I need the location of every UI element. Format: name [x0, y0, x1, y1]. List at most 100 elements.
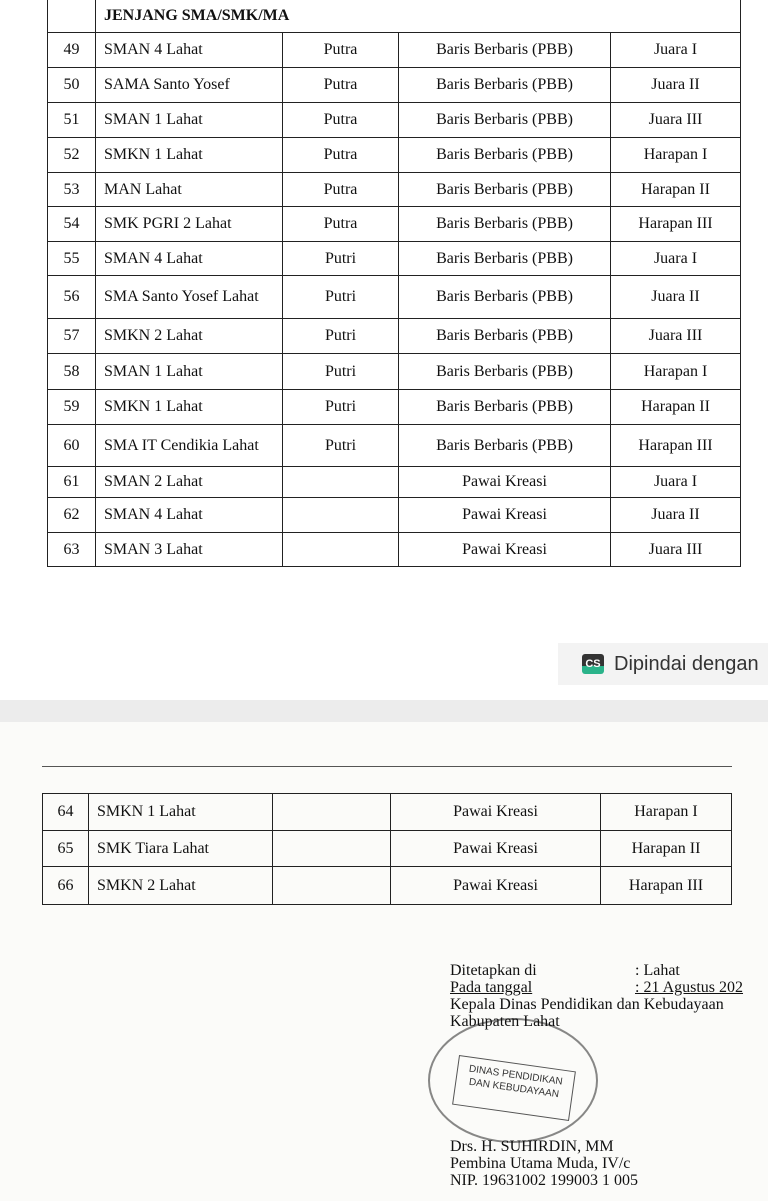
- competition: Baris Berbaris (PBB): [398, 389, 611, 425]
- rank: Harapan I: [600, 793, 732, 831]
- row-number: 56: [47, 275, 96, 319]
- row-number: 49: [47, 32, 96, 68]
- rank: Juara III: [609, 532, 742, 567]
- row-number: 63: [47, 532, 96, 567]
- rank: Harapan III: [600, 866, 732, 905]
- school-name: SMKN 2 Lahat: [95, 318, 283, 354]
- table-row: 64 SMKN 1 Lahat Pawai Kreasi Harapan I: [42, 793, 732, 831]
- competition: Baris Berbaris (PBB): [398, 32, 611, 68]
- results-table-1: JENJANG SMA/SMK/MA 49 SMAN 4 Lahat Putra Ba…: [47, 0, 742, 567]
- row-number: 62: [47, 497, 96, 533]
- competition: Baris Berbaris (PBB): [398, 67, 611, 103]
- rank: Juara III: [609, 318, 742, 354]
- table-row: 55 SMAN 4 Lahat Putri Baris Berbaris (PBB) J…: [47, 241, 742, 276]
- category: Putra: [282, 206, 399, 242]
- row-number: 54: [47, 206, 96, 242]
- competition: Baris Berbaris (PBB): [398, 206, 611, 242]
- row-number: 65: [42, 830, 89, 867]
- competition: Baris Berbaris (PBB): [398, 102, 611, 138]
- divider: [42, 766, 732, 767]
- competition: Pawai Kreasi: [390, 830, 601, 867]
- table-row: 56 SMA Santo Yosef Lahat Putri Baris Berbar…: [47, 275, 742, 319]
- rank: Juara I: [609, 241, 742, 276]
- rank: Harapan III: [609, 424, 742, 467]
- school-name: SMKN 1 Lahat: [95, 389, 283, 425]
- competition: Pawai Kreasi: [398, 466, 611, 498]
- rank: Harapan I: [609, 353, 742, 390]
- scanner-badge: CS Dipindai dengan: [558, 643, 768, 685]
- category: Putri: [282, 353, 399, 390]
- category: Putra: [282, 67, 399, 103]
- table-row: 58 SMAN 1 Lahat Putri Baris Berbaris (PBB) H…: [47, 353, 742, 390]
- rank: Juara I: [609, 32, 742, 68]
- rank: Juara III: [609, 102, 742, 138]
- table-row: 66 SMKN 2 Lahat Pawai Kreasi Harapan III: [42, 866, 732, 905]
- official-stamp: [428, 1018, 598, 1143]
- school-name: MAN Lahat: [95, 172, 283, 207]
- category: Putra: [282, 137, 399, 173]
- competition: Pawai Kreasi: [398, 532, 611, 567]
- competition: Baris Berbaris (PBB): [398, 137, 611, 173]
- table-row: 50 SAMA Santo Yosef Putra Baris Berbaris (P…: [47, 67, 742, 103]
- rank: Harapan II: [600, 830, 732, 867]
- table-row: 52 SMKN 1 Lahat Putra Baris Berbaris (PBB) H…: [47, 137, 742, 173]
- competition: Baris Berbaris (PBB): [398, 353, 611, 390]
- school-name: SMAN 4 Lahat: [95, 32, 283, 68]
- row-number: 52: [47, 137, 96, 173]
- competition: Baris Berbaris (PBB): [398, 172, 611, 207]
- competition: Baris Berbaris (PBB): [398, 318, 611, 354]
- school-name: SMK PGRI 2 Lahat: [95, 206, 283, 242]
- category: Putri: [282, 275, 399, 319]
- table-row: 62 SMAN 4 Lahat Pawai Kreasi Juara II: [47, 497, 742, 533]
- table-row: 51 SMAN 1 Lahat Putra Baris Berbaris (PBB) J…: [47, 102, 742, 138]
- competition: Baris Berbaris (PBB): [398, 424, 611, 467]
- category: [282, 466, 399, 498]
- school-name: SMAN 1 Lahat: [95, 353, 283, 390]
- page-gap: [0, 700, 768, 722]
- school-name: SMAN 4 Lahat: [95, 241, 283, 276]
- rank: Harapan II: [609, 172, 742, 207]
- category: Putra: [282, 172, 399, 207]
- row-number: 55: [47, 241, 96, 276]
- category: Putri: [282, 389, 399, 425]
- school-name: SMAN 3 Lahat: [95, 532, 283, 567]
- rank: Juara II: [609, 67, 742, 103]
- table-row: 49 SMAN 4 Lahat Putra Baris Berbaris (PBB) J…: [47, 32, 742, 68]
- competition: Baris Berbaris (PBB): [398, 241, 611, 276]
- table-row: 60 SMA IT Cendikia Lahat Putri Baris Berbar…: [47, 424, 742, 467]
- table-row: 57 SMKN 2 Lahat Putri Baris Berbaris (PBB) J…: [47, 318, 742, 354]
- category: [272, 793, 391, 831]
- row-number: 58: [47, 353, 96, 390]
- rank: Juara I: [609, 466, 742, 498]
- school-name: SMKN 2 Lahat: [88, 866, 273, 905]
- rank: Harapan I: [609, 137, 742, 173]
- row-number: 57: [47, 318, 96, 354]
- school-name: SMAN 4 Lahat: [95, 497, 283, 533]
- category: Putri: [282, 424, 399, 467]
- school-name: SMA IT Cendikia Lahat: [95, 424, 283, 467]
- table-row: 61 SMAN 2 Lahat Pawai Kreasi Juara I: [47, 466, 742, 498]
- school-name: SMKN 1 Lahat: [88, 793, 273, 831]
- school-name: SMA Santo Yosef Lahat: [95, 275, 283, 319]
- table-row: 65 SMK Tiara Lahat Pawai Kreasi Harapan II: [42, 830, 732, 867]
- category: Putri: [282, 318, 399, 354]
- competition: Pawai Kreasi: [390, 866, 601, 905]
- category: [282, 497, 399, 533]
- signature-block: Ditetapkan di: Lahat Pada tanggal: 21 Ag…: [450, 962, 744, 1189]
- section-header: JENJANG SMA/SMK/MA: [94, 0, 742, 33]
- category: Putra: [282, 32, 399, 68]
- row-number: 61: [47, 466, 96, 498]
- category: [272, 866, 391, 905]
- row-number: 51: [47, 102, 96, 138]
- rank: Harapan II: [609, 389, 742, 425]
- table-row: 63 SMAN 3 Lahat Pawai Kreasi Juara III: [47, 532, 742, 567]
- camscanner-logo-icon: CS: [582, 654, 604, 674]
- school-name: SMK Tiara Lahat: [88, 830, 273, 867]
- row-number: 60: [47, 424, 96, 467]
- row-number: 59: [47, 389, 96, 425]
- table-row: 54 SMK PGRI 2 Lahat Putra Baris Berbaris (P…: [47, 206, 742, 242]
- rank: Juara II: [609, 497, 742, 533]
- category: Putri: [282, 241, 399, 276]
- school-name: SMAN 1 Lahat: [95, 102, 283, 138]
- row-number: 50: [47, 67, 96, 103]
